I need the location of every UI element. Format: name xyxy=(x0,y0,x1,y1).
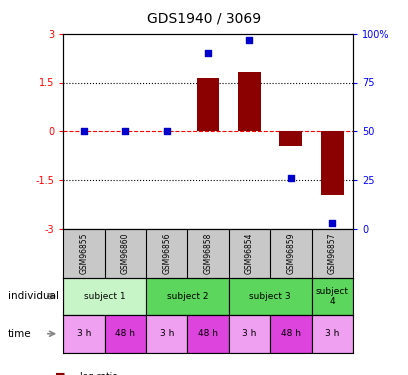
Text: GSM96856: GSM96856 xyxy=(162,232,171,274)
Text: 48 h: 48 h xyxy=(115,329,135,338)
Text: subject 1: subject 1 xyxy=(84,292,125,301)
Text: 3 h: 3 h xyxy=(77,329,91,338)
Bar xyxy=(270,315,312,352)
Point xyxy=(164,128,170,134)
Point xyxy=(205,50,211,56)
Text: GSM96857: GSM96857 xyxy=(328,232,337,274)
Text: 3 h: 3 h xyxy=(160,329,174,338)
Point xyxy=(288,175,294,181)
Text: GDS1940 / 3069: GDS1940 / 3069 xyxy=(147,11,261,25)
Text: subject
4: subject 4 xyxy=(316,286,349,306)
Text: individual: individual xyxy=(8,291,59,301)
Bar xyxy=(197,78,220,131)
Point xyxy=(122,128,129,134)
Text: GSM96854: GSM96854 xyxy=(245,232,254,274)
Bar xyxy=(104,315,146,352)
Text: 3 h: 3 h xyxy=(242,329,257,338)
Text: 48 h: 48 h xyxy=(281,329,301,338)
Bar xyxy=(63,315,104,352)
Text: 48 h: 48 h xyxy=(198,329,218,338)
Bar xyxy=(312,315,353,352)
Bar xyxy=(312,278,353,315)
Bar xyxy=(279,131,302,146)
Bar xyxy=(63,278,146,315)
Text: time: time xyxy=(8,329,32,339)
Text: GSM96855: GSM96855 xyxy=(80,232,89,274)
Text: ■: ■ xyxy=(55,372,66,375)
Text: subject 2: subject 2 xyxy=(166,292,208,301)
Point xyxy=(329,220,335,226)
Bar xyxy=(229,278,312,315)
Text: log ratio: log ratio xyxy=(80,372,118,375)
Point xyxy=(246,37,253,43)
Bar xyxy=(146,315,187,352)
Text: 3 h: 3 h xyxy=(325,329,339,338)
Text: subject 3: subject 3 xyxy=(249,292,291,301)
Text: GSM96858: GSM96858 xyxy=(204,232,213,274)
Bar xyxy=(321,131,344,195)
Bar xyxy=(229,315,270,352)
Bar xyxy=(238,72,261,131)
Point xyxy=(81,128,87,134)
Bar xyxy=(187,315,229,352)
Text: GSM96860: GSM96860 xyxy=(121,232,130,274)
Text: GSM96859: GSM96859 xyxy=(286,232,295,274)
Bar xyxy=(146,278,229,315)
